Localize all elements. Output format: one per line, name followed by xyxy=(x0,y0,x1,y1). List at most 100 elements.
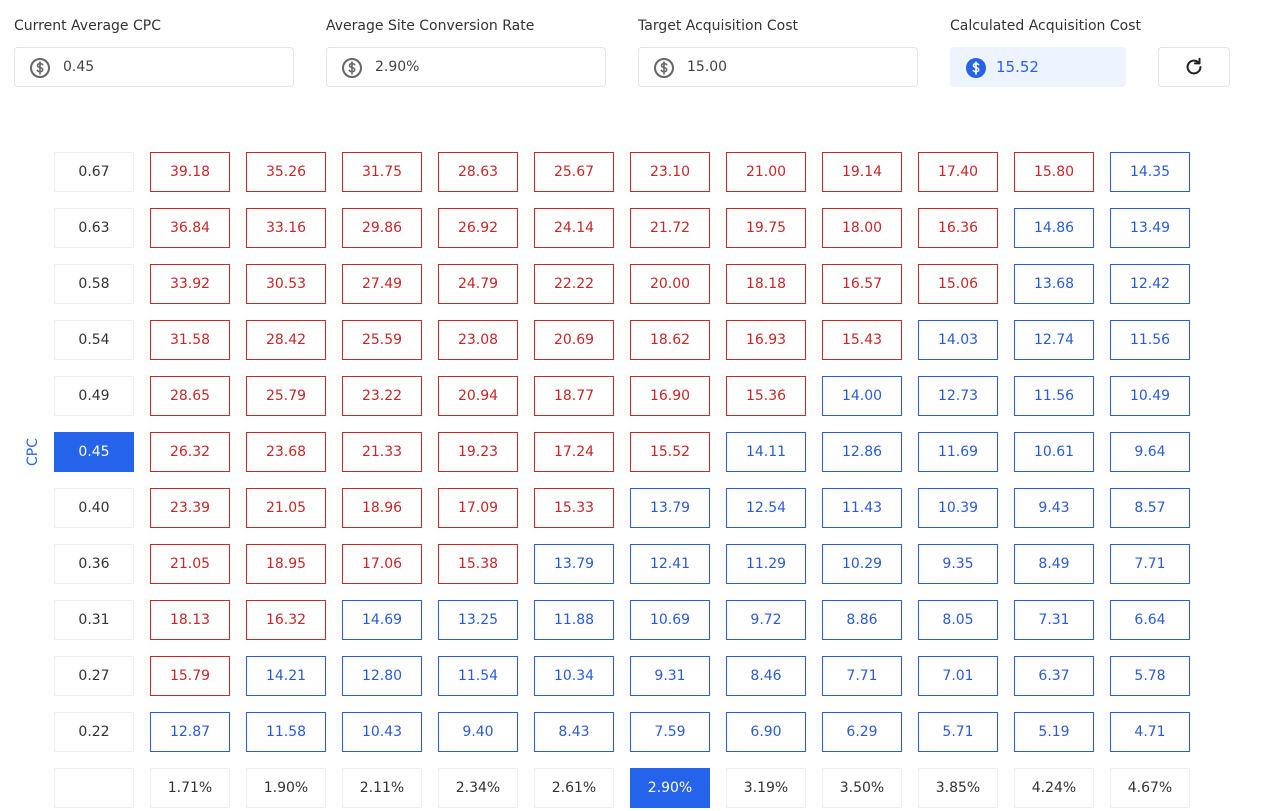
result-cell: 11.43 xyxy=(822,488,902,528)
result-cell: 16.32 xyxy=(246,600,326,640)
result-cell: 18.13 xyxy=(150,600,230,640)
result-cell: 6.37 xyxy=(1014,656,1094,696)
column-label: 4.67% xyxy=(1110,768,1190,808)
result-cell: 8.46 xyxy=(726,656,806,696)
row-label: 0.58 xyxy=(54,264,134,304)
field-value: 0.45 xyxy=(63,59,95,75)
result-cell: 6.90 xyxy=(726,712,806,752)
input-field[interactable]: 0.45 xyxy=(14,47,294,87)
row-label: 0.49 xyxy=(54,376,134,416)
result-cell: 9.43 xyxy=(1014,488,1094,528)
result-cell: 11.56 xyxy=(1014,376,1094,416)
result-cell: 28.65 xyxy=(150,376,230,416)
result-cell: 11.58 xyxy=(246,712,326,752)
result-cell: 18.00 xyxy=(822,208,902,248)
result-cell: 15.36 xyxy=(726,376,806,416)
result-cell: 33.16 xyxy=(246,208,326,248)
field-value: 15.00 xyxy=(687,59,728,75)
result-cell: 13.68 xyxy=(1014,264,1094,304)
row-label: 0.22 xyxy=(54,712,134,752)
result-cell: 16.93 xyxy=(726,320,806,360)
result-cell: 23.39 xyxy=(150,488,230,528)
corner-cell xyxy=(54,768,134,808)
result-cell: 17.40 xyxy=(918,152,998,192)
result-cell: 9.40 xyxy=(438,712,518,752)
row-label: 0.31 xyxy=(54,600,134,640)
result-cell: 23.22 xyxy=(342,376,422,416)
result-cell: 7.01 xyxy=(918,656,998,696)
result-cell: 14.21 xyxy=(246,656,326,696)
result-cell: 26.92 xyxy=(438,208,518,248)
input-field[interactable]: 2.90% xyxy=(326,47,606,87)
result-cell: 36.84 xyxy=(150,208,230,248)
result-cell: 21.05 xyxy=(150,544,230,584)
row-label: 0.45 xyxy=(54,432,134,472)
result-cell: 16.57 xyxy=(822,264,902,304)
column-label: 2.61% xyxy=(534,768,614,808)
result-cell: 17.09 xyxy=(438,488,518,528)
result-cell: 12.73 xyxy=(918,376,998,416)
result-cell: 12.87 xyxy=(150,712,230,752)
result-cell: 9.35 xyxy=(918,544,998,584)
result-cell: 9.72 xyxy=(726,600,806,640)
field-label: Average Site Conversion Rate xyxy=(326,18,535,34)
column-label: 2.34% xyxy=(438,768,518,808)
result-cell: 9.31 xyxy=(630,656,710,696)
result-cell: 18.95 xyxy=(246,544,326,584)
dollar-icon xyxy=(30,58,50,78)
result-cell: 10.69 xyxy=(630,600,710,640)
result-cell: 25.59 xyxy=(342,320,422,360)
result-cell: 10.34 xyxy=(534,656,614,696)
result-cell: 23.68 xyxy=(246,432,326,472)
refresh-icon xyxy=(1186,57,1202,75)
column-label: 3.19% xyxy=(726,768,806,808)
result-cell: 18.77 xyxy=(534,376,614,416)
result-field: 15.52 xyxy=(950,47,1126,87)
result-cell: 20.00 xyxy=(630,264,710,304)
result-cell: 18.18 xyxy=(726,264,806,304)
result-cell: 14.00 xyxy=(822,376,902,416)
result-cell: 14.03 xyxy=(918,320,998,360)
result-cell: 21.33 xyxy=(342,432,422,472)
result-cell: 8.57 xyxy=(1110,488,1190,528)
result-cell: 25.67 xyxy=(534,152,614,192)
row-label: 0.40 xyxy=(54,488,134,528)
result-cell: 16.36 xyxy=(918,208,998,248)
result-cell: 19.75 xyxy=(726,208,806,248)
result-cell: 30.53 xyxy=(246,264,326,304)
result-cell: 8.86 xyxy=(822,600,902,640)
result-cell: 15.06 xyxy=(918,264,998,304)
input-field[interactable]: 15.00 xyxy=(638,47,918,87)
result-cell: 21.72 xyxy=(630,208,710,248)
field-value: 15.52 xyxy=(996,58,1039,76)
result-cell: 13.79 xyxy=(534,544,614,584)
result-cell: 17.06 xyxy=(342,544,422,584)
result-cell: 10.43 xyxy=(342,712,422,752)
result-cell: 7.31 xyxy=(1014,600,1094,640)
result-cell: 12.54 xyxy=(726,488,806,528)
refresh-button[interactable] xyxy=(1158,47,1230,87)
result-cell: 12.41 xyxy=(630,544,710,584)
result-cell: 23.10 xyxy=(630,152,710,192)
result-cell: 5.19 xyxy=(1014,712,1094,752)
result-cell: 12.74 xyxy=(1014,320,1094,360)
result-cell: 13.79 xyxy=(630,488,710,528)
result-cell: 11.56 xyxy=(1110,320,1190,360)
result-cell: 33.92 xyxy=(150,264,230,304)
column-label: 2.11% xyxy=(342,768,422,808)
result-cell: 19.23 xyxy=(438,432,518,472)
result-cell: 4.71 xyxy=(1110,712,1190,752)
result-cell: 20.69 xyxy=(534,320,614,360)
result-cell: 10.29 xyxy=(822,544,902,584)
result-cell: 10.49 xyxy=(1110,376,1190,416)
column-label: 1.71% xyxy=(150,768,230,808)
result-cell: 5.78 xyxy=(1110,656,1190,696)
result-cell: 11.54 xyxy=(438,656,518,696)
result-cell: 22.22 xyxy=(534,264,614,304)
dollar-icon xyxy=(966,58,986,78)
result-cell: 7.71 xyxy=(822,656,902,696)
row-label: 0.36 xyxy=(54,544,134,584)
result-cell: 35.26 xyxy=(246,152,326,192)
result-cell: 19.14 xyxy=(822,152,902,192)
result-cell: 8.05 xyxy=(918,600,998,640)
